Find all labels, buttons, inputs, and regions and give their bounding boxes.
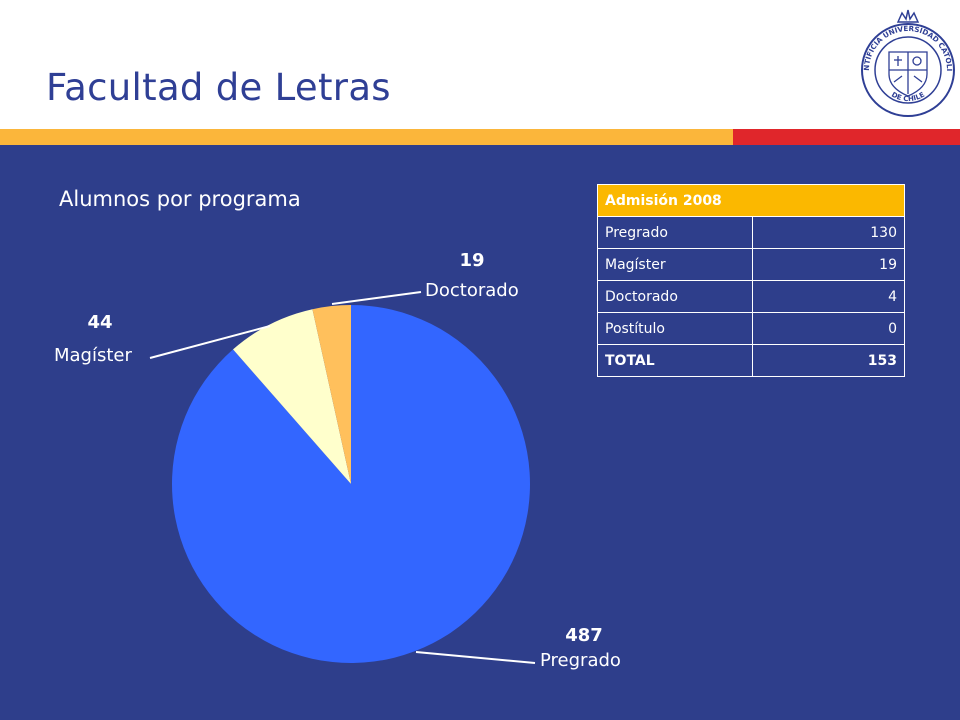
slice-name-label: Doctorado	[425, 280, 519, 301]
chart-title: Alumnos por programa	[59, 187, 301, 211]
table-total-row: TOTAL 153	[597, 344, 905, 377]
slice-value-label: 19	[459, 250, 484, 271]
table-header-row: Admisión 2008	[597, 184, 905, 217]
row-value: 0	[752, 312, 905, 345]
table-header: Admisión 2008	[597, 184, 905, 217]
admission-table: Admisión 2008 Pregrado 130 Magíster 19 D…	[597, 184, 905, 377]
table-row: Magíster 19	[597, 248, 905, 281]
table-row: Pregrado 130	[597, 216, 905, 249]
leader-line	[415, 651, 536, 664]
pie-slice-doctorado	[312, 305, 351, 484]
header	[0, 0, 960, 129]
row-value: 4	[752, 280, 905, 313]
university-seal-logo: PONTIFICIA UNIVERSIDAD CATÓLICA DE CHILE	[858, 8, 955, 117]
table-row: Postítulo 0	[597, 312, 905, 345]
seal-shield-icon	[888, 51, 928, 97]
row-value: 19	[752, 248, 905, 281]
seal-text-bottom: DE CHILE	[890, 91, 926, 104]
total-label: TOTAL	[597, 344, 753, 377]
row-value: 130	[752, 216, 905, 249]
red-band	[733, 129, 960, 145]
leader-line	[331, 291, 422, 305]
leader-line	[149, 325, 271, 359]
pie-slice-pregrado	[171, 305, 530, 664]
slice-value-label: 44	[87, 312, 112, 333]
seal-crown-icon	[896, 9, 920, 23]
leader-lines	[149, 291, 536, 664]
row-label: Doctorado	[597, 280, 753, 313]
table-row: Doctorado 4	[597, 280, 905, 313]
slice-name-label: Pregrado	[540, 650, 621, 671]
total-value: 153	[752, 344, 905, 377]
slide-title: Facultad de Letras	[46, 66, 391, 109]
slice-name-label: Magíster	[54, 345, 132, 366]
pie-slice-magíster	[233, 309, 351, 484]
row-label: Postítulo	[597, 312, 753, 345]
orange-band	[0, 129, 733, 145]
row-label: Magíster	[597, 248, 753, 281]
row-label: Pregrado	[597, 216, 753, 249]
slice-value-label: 487	[565, 625, 603, 646]
